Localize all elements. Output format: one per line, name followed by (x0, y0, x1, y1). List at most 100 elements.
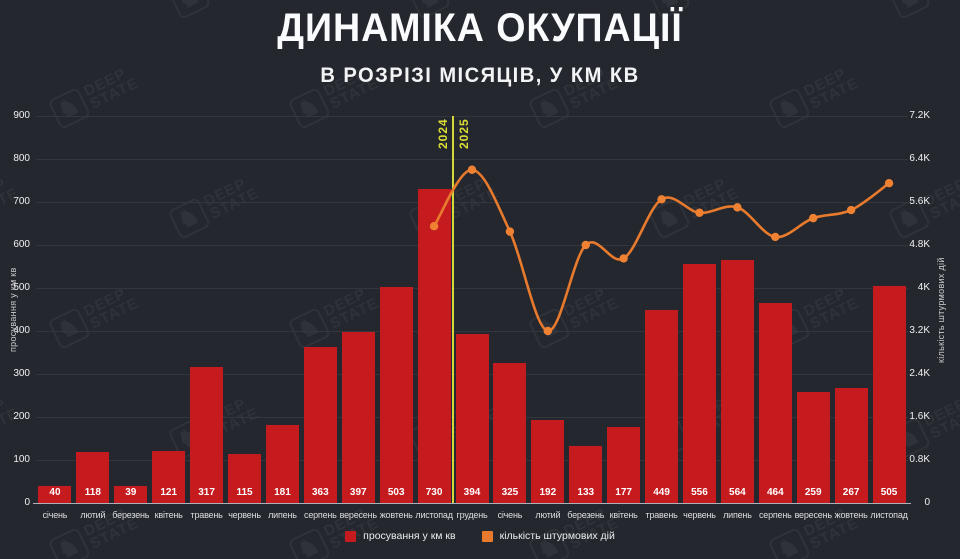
month-label: жовтень (834, 510, 868, 520)
bar-value-label: 363 (312, 487, 329, 498)
month-label: січень (42, 510, 68, 520)
month-label: вересень (339, 510, 377, 520)
bar (834, 388, 868, 503)
assault-point (733, 203, 742, 212)
assault-point (884, 178, 894, 188)
assault-point (619, 254, 628, 263)
bar-value-label: 397 (349, 487, 367, 498)
month-label: червень (228, 510, 261, 520)
gridline (36, 331, 908, 332)
assault-line (432, 168, 891, 333)
month-label: травень (645, 510, 678, 520)
bar (114, 486, 148, 503)
left-tick-label: 700 (13, 196, 30, 207)
gridline (36, 116, 908, 117)
page-subtitle: В РОЗРІЗІ МІСЯЦІВ, У КМ КВ (320, 64, 640, 87)
bar (607, 426, 641, 503)
assault-point (809, 213, 818, 223)
month-label: березень (567, 510, 605, 520)
right-tick-label: 7.2K (909, 110, 930, 121)
bar (190, 366, 224, 503)
bar-value-label: 259 (804, 487, 822, 498)
left-tick-label: 200 (13, 411, 30, 422)
left-tick-label: 500 (13, 282, 30, 293)
assault-point (543, 326, 553, 336)
bar-value-label: 181 (274, 487, 291, 498)
right-tick-label: 0 (924, 497, 930, 508)
assault-point (695, 208, 704, 217)
gridline (36, 288, 908, 289)
month-label: квітень (154, 510, 183, 520)
assault-point (846, 205, 856, 215)
page-title: ДИНАМІКА ОКУПАЦІЇ (277, 6, 683, 50)
month-label: листопад (870, 510, 908, 520)
right-tick-label: 2.4K (909, 368, 930, 379)
month-label: серпень (758, 510, 792, 520)
assault-point (657, 195, 666, 204)
bar (682, 263, 716, 503)
bar-value-label: 464 (766, 487, 784, 498)
legend-label: просування у км кв (363, 530, 456, 542)
bar (645, 309, 679, 503)
left-tick-label: 600 (13, 239, 30, 250)
left-tick-label: 400 (13, 325, 30, 336)
month-label: січень (497, 510, 523, 520)
left-tick-label: 100 (13, 454, 30, 465)
right-tick-label: 5.6K (909, 196, 930, 207)
month-label: червень (683, 510, 716, 520)
assault-point (771, 232, 780, 242)
bar-value-label: 730 (425, 487, 443, 498)
bar-value-label: 39 (125, 487, 137, 498)
legend-item: кількість штурмових дій (481, 530, 615, 542)
legend-label: кількість штурмових дій (499, 530, 615, 542)
bar (493, 363, 527, 503)
bar-value-label: 394 (463, 487, 481, 498)
assault-point (581, 240, 590, 250)
bar (720, 260, 754, 503)
left-tick-label: 300 (13, 368, 30, 379)
bar-value-label: 192 (539, 487, 557, 498)
month-label: вересень (794, 510, 832, 520)
right-tick-label: 3.2K (909, 325, 930, 336)
bar (303, 346, 337, 503)
left-tick-label: 0 (24, 497, 30, 508)
bar (417, 189, 451, 503)
legend-swatch (345, 530, 357, 542)
assault-point (505, 227, 515, 236)
legend-swatch (481, 530, 493, 542)
bar-value-label: 449 (653, 487, 670, 498)
bar (796, 391, 830, 503)
month-label: серпень (304, 510, 337, 520)
month-label: листопад (415, 510, 453, 520)
bar (38, 485, 72, 503)
gridline (36, 159, 908, 160)
bar (569, 445, 603, 503)
chart-legend: просування у км кв кількість штурмових ді… (0, 530, 960, 542)
bar-value-label: 133 (577, 487, 595, 498)
month-label: липень (268, 510, 297, 520)
bar-value-label: 118 (84, 487, 101, 498)
bar (455, 333, 489, 503)
bar (758, 303, 792, 503)
month-label: травень (190, 510, 223, 520)
bar-value-label: 177 (615, 487, 632, 498)
bar (265, 425, 299, 503)
bar (76, 452, 110, 503)
bar-value-label: 40 (49, 487, 61, 498)
gridline (36, 245, 908, 246)
legend-item: просування у км кв (345, 530, 456, 542)
bar-value-label: 121 (160, 487, 178, 498)
month-label: березень (112, 510, 150, 520)
bar-value-label: 556 (691, 487, 708, 498)
left-tick-label: 800 (13, 153, 30, 164)
bar-value-label: 325 (501, 487, 519, 498)
x-axis-line (33, 503, 911, 504)
assault-point (467, 165, 477, 174)
bar (341, 332, 375, 503)
right-tick-label: 6.4K (909, 153, 930, 164)
bar (531, 420, 565, 503)
bar (152, 450, 186, 503)
assault-point (429, 221, 439, 231)
right-tick-label: 0.8K (909, 454, 930, 465)
bar-value-label: 267 (842, 487, 860, 498)
